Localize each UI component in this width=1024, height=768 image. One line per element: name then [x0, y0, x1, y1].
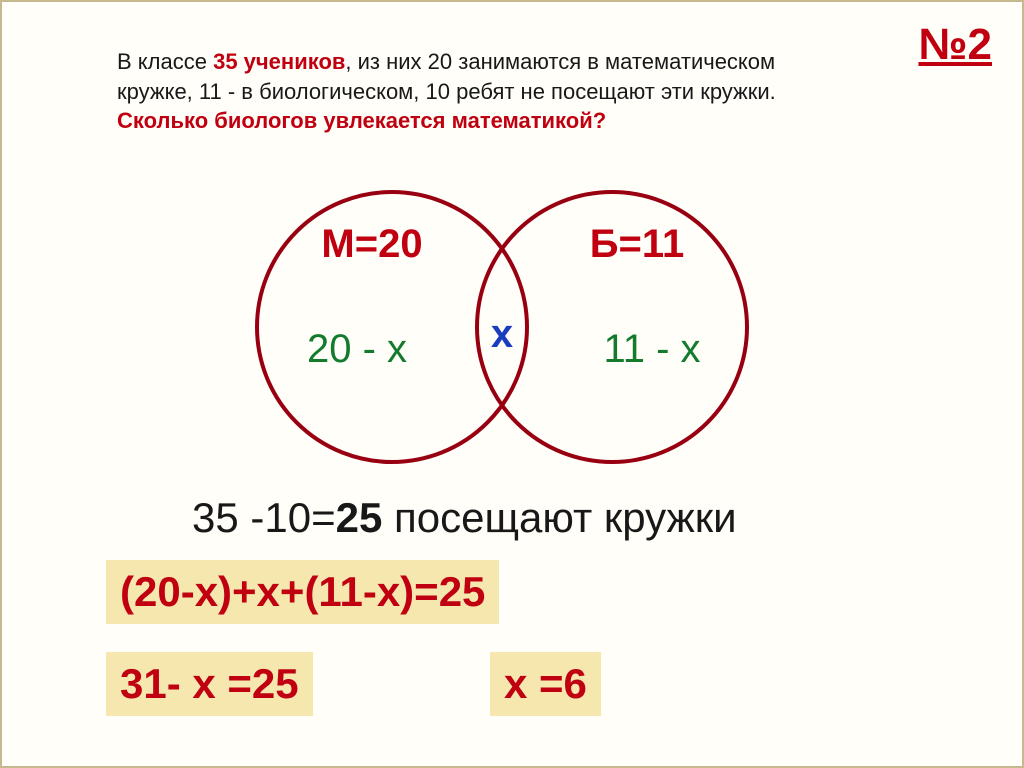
calc-expr: 35 -10=	[192, 494, 336, 541]
calc-line-1: 35 -10=25 посещают кружки	[192, 494, 737, 542]
equation-1: (20-х)+х+(11-х)=25	[106, 560, 499, 624]
venn-right-value: 11 - х	[603, 327, 700, 371]
calc-explain: посещают кружки	[382, 494, 736, 541]
problem-highlight: 35 учеников	[213, 49, 345, 74]
problem-question: Сколько биологов увлекается математикой?	[117, 108, 606, 133]
venn-diagram: М=20 Б=11 20 - х 11 - х х	[212, 187, 812, 467]
calc-result: 25	[336, 494, 383, 541]
venn-left-label: М=20	[321, 222, 422, 266]
problem-statement: В классе 35 учеников, из них 20 занимают…	[117, 47, 837, 136]
venn-center-value: х	[491, 312, 513, 356]
venn-right-label: Б=11	[590, 222, 684, 266]
problem-number: №2	[918, 20, 992, 70]
venn-left-value: 20 - х	[307, 327, 407, 371]
equation-3: х =6	[490, 652, 601, 716]
problem-prefix: В классе	[117, 49, 213, 74]
equation-2: 31- х =25	[106, 652, 313, 716]
